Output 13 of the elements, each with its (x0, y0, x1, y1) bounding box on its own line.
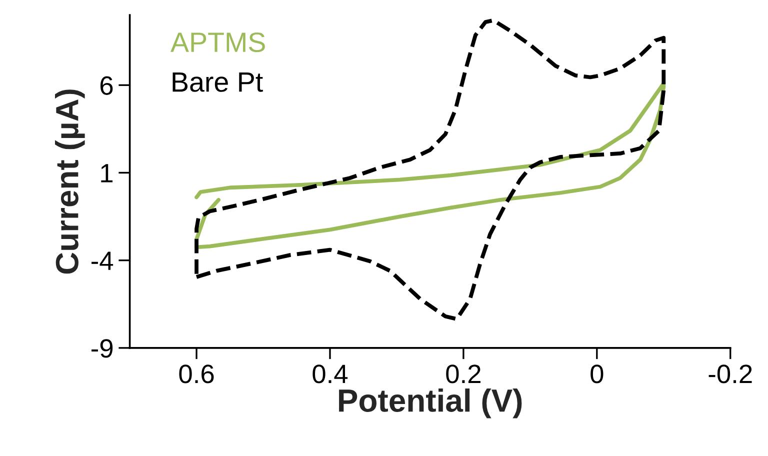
text: APTMS (170, 32, 265, 52)
y-tick-label: 1 (101, 164, 113, 182)
y-tick-label: 6 (100, 76, 113, 95)
text: Bare Pt (172, 72, 263, 92)
y-tick-label: -9 (92, 339, 113, 358)
x-tick-label: -0.2 (708, 364, 752, 384)
x-tick-label: 0.6 (179, 364, 214, 384)
x-tick-label: 0 (590, 364, 604, 384)
x-axis-title: Potential (V) (339, 388, 522, 418)
y-axis-title: Current (µA) (55, 90, 85, 274)
y-tick-label: -4 (92, 252, 114, 270)
x-tick-label: 0.4 (312, 364, 348, 384)
x-tick-label: 0.2 (446, 364, 480, 384)
